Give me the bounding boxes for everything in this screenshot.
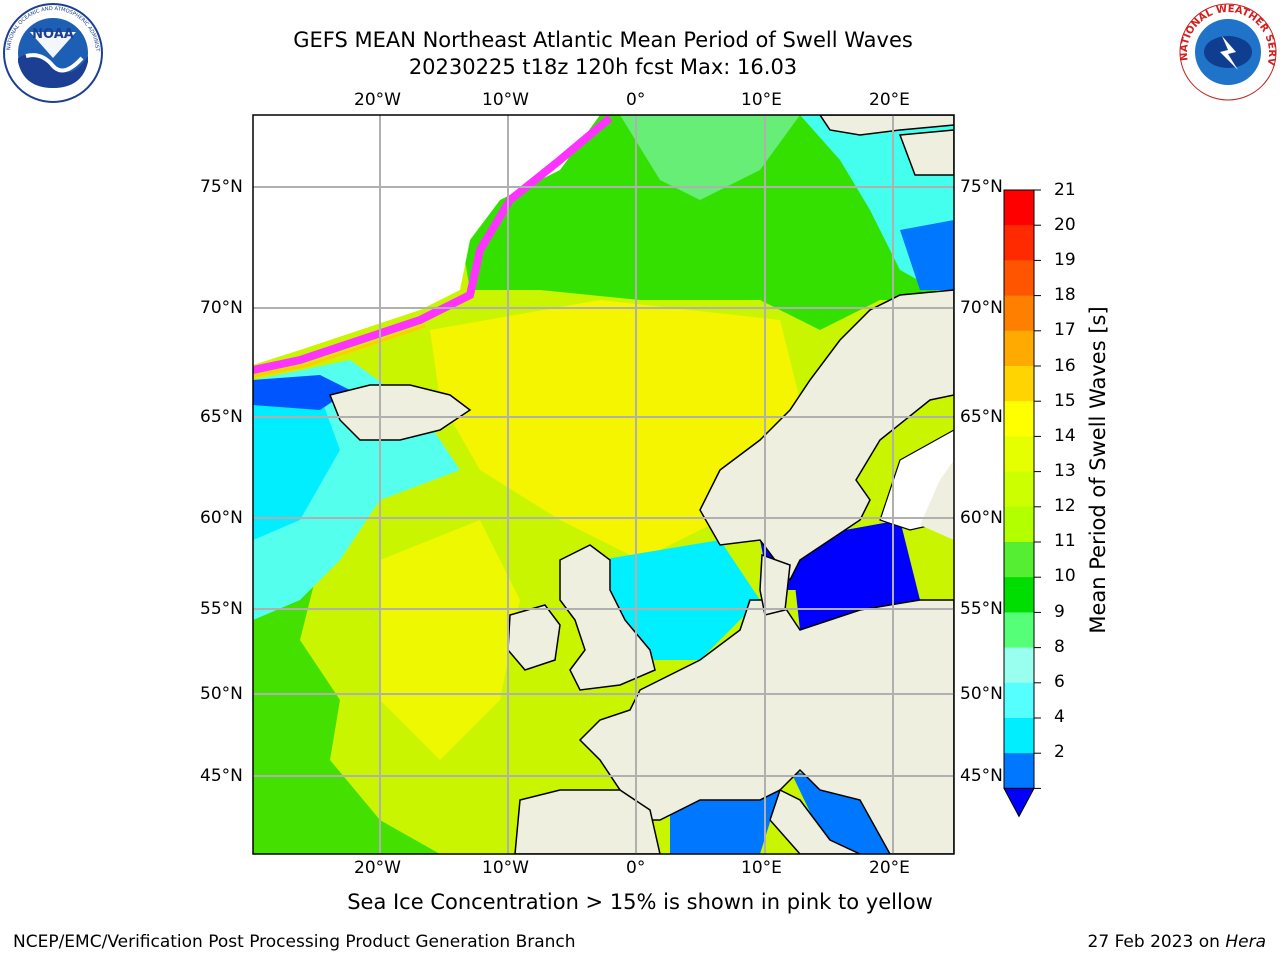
ocean-yellow-south bbox=[380, 520, 520, 760]
ocean-blue-baltic bbox=[790, 520, 920, 630]
date-text: 27 Feb 2023 on Hera bbox=[1088, 932, 1266, 952]
colorbar-tick: 18 bbox=[1054, 285, 1076, 305]
lat-label-right-55: 55°N bbox=[960, 599, 1003, 619]
colorbar-tick: 9 bbox=[1054, 602, 1065, 622]
colorbar-swatch bbox=[1004, 295, 1034, 332]
colorbar-tick: 14 bbox=[1054, 426, 1076, 446]
sea-ice-note: Sea Ice Concentration > 15% is shown in … bbox=[347, 890, 933, 914]
machine-name: Hera bbox=[1225, 932, 1266, 952]
colorbar-swatch bbox=[1004, 612, 1034, 649]
colorbar-swatch bbox=[1004, 471, 1034, 508]
iberia bbox=[514, 789, 661, 854]
colorbar bbox=[1003, 189, 1041, 818]
ocean-cyan-west2 bbox=[253, 395, 340, 540]
colorbar-tick: 21 bbox=[1054, 180, 1076, 200]
lat-label-right-70: 70°N bbox=[960, 298, 1003, 318]
lon-label-bottom-0: 0° bbox=[626, 858, 646, 878]
sea-ice-edge bbox=[253, 115, 613, 374]
colorbar-swatch bbox=[1004, 225, 1034, 261]
colorbar-tick: 11 bbox=[1054, 531, 1076, 551]
ocean-cyan-northsea bbox=[600, 540, 760, 660]
lat-label-right-65: 65°N bbox=[960, 407, 1003, 427]
noaa-logo-text: NOAA bbox=[32, 27, 74, 42]
colorbar-swatch bbox=[1004, 436, 1034, 473]
colorbar-swatch bbox=[1004, 190, 1034, 226]
chart-title: GEFS MEAN Northeast Atlantic Mean Period… bbox=[293, 28, 913, 52]
nws-logo: NATIONAL WEATHER SERVICE bbox=[1178, 2, 1277, 101]
colorbar-swatch bbox=[1004, 577, 1034, 613]
colorbar-tick: 10 bbox=[1054, 566, 1076, 586]
colorbar-tick: 16 bbox=[1054, 356, 1076, 376]
scandinavia bbox=[699, 289, 954, 582]
lon-label-top-20w: 20°W bbox=[354, 90, 401, 110]
lon-label-bottom-20e: 20°E bbox=[869, 858, 910, 878]
lon-label-top-20e: 20°E bbox=[869, 90, 910, 110]
colorbar-tick: 4 bbox=[1054, 707, 1065, 727]
europe-mainland bbox=[578, 599, 954, 854]
colorbar-swatch bbox=[1004, 647, 1034, 684]
colorbar-tick: 12 bbox=[1054, 496, 1076, 516]
lat-label-left-45: 45°N bbox=[200, 766, 243, 786]
colorbar-tick: 19 bbox=[1054, 250, 1076, 270]
colorbar-swatch bbox=[1004, 682, 1034, 719]
lon-label-bottom-20w: 20°W bbox=[354, 858, 401, 878]
lat-label-left-50: 50°N bbox=[200, 684, 243, 704]
map-frame bbox=[252, 114, 955, 855]
colorbar-tick: 6 bbox=[1054, 672, 1065, 692]
colorbar-swatch bbox=[1004, 718, 1034, 754]
colorbar-swatch bbox=[1004, 753, 1034, 789]
colorbar-label: Mean Period of Swell Waves [s] bbox=[1086, 306, 1110, 634]
ocean-blue-med bbox=[670, 790, 780, 854]
lat-label-left-70: 70°N bbox=[200, 298, 243, 318]
ireland bbox=[507, 604, 561, 671]
ocean-blue-barents bbox=[900, 220, 954, 290]
colorbar-tick: 13 bbox=[1054, 461, 1076, 481]
chart-subtitle: 20230225 t18z 120h fcst Max: 16.03 bbox=[408, 55, 798, 79]
colorbar-tick: 17 bbox=[1054, 320, 1076, 340]
colorbar-swatch bbox=[1004, 260, 1034, 297]
ocean-green-sw bbox=[253, 520, 440, 854]
graticule bbox=[253, 115, 954, 854]
greenland bbox=[253, 115, 600, 365]
date-value: 27 Feb 2023 on bbox=[1087, 932, 1226, 952]
ocean-green-north bbox=[440, 115, 954, 330]
lat-label-right-50: 50°N bbox=[960, 684, 1003, 704]
credit-text: NCEP/EMC/Verification Post Processing Pr… bbox=[13, 932, 576, 952]
denmark bbox=[759, 553, 791, 616]
colorbar-tick: 20 bbox=[1054, 215, 1076, 235]
colorbar-tick: 2 bbox=[1054, 742, 1065, 762]
colorbar-swatch bbox=[1004, 401, 1034, 437]
great-britain bbox=[559, 544, 656, 691]
lat-label-left-75: 75°N bbox=[200, 177, 243, 197]
colorbar-frame bbox=[1003, 189, 1035, 789]
ocean-blue-adriatic bbox=[790, 770, 890, 854]
lon-label-top-0: 0° bbox=[626, 90, 646, 110]
lon-label-top-10w: 10°W bbox=[482, 90, 529, 110]
lon-label-bottom-10e: 10°E bbox=[741, 858, 782, 878]
lat-label-left-65: 65°N bbox=[200, 407, 243, 427]
svalbard bbox=[819, 115, 954, 136]
noaa-logo: NOAA NATIONAL OCEANIC AND ATMOSPHERIC AD… bbox=[2, 2, 103, 103]
lat-label-right-60: 60°N bbox=[960, 508, 1003, 528]
colorbar-extend-arrow bbox=[1003, 787, 1035, 818]
lat-label-right-75: 75°N bbox=[960, 177, 1003, 197]
colorbar-swatch bbox=[1004, 330, 1034, 367]
colorbar-swatch bbox=[1004, 506, 1034, 543]
lat-label-left-55: 55°N bbox=[200, 599, 243, 619]
colorbar-swatch bbox=[1004, 366, 1034, 402]
lat-label-right-45: 45°N bbox=[960, 766, 1003, 786]
ocean-green-north2 bbox=[620, 115, 800, 200]
colorbar-tick: 8 bbox=[1054, 637, 1065, 657]
lon-label-bottom-10w: 10°W bbox=[482, 858, 529, 878]
colorbar-swatch bbox=[1004, 542, 1034, 578]
map-area bbox=[253, 115, 954, 854]
lat-label-left-60: 60°N bbox=[200, 508, 243, 528]
italy bbox=[769, 788, 861, 854]
lon-label-top-10e: 10°E bbox=[741, 90, 782, 110]
denmark-strait bbox=[253, 375, 350, 410]
iceland bbox=[328, 384, 472, 441]
colorbar-tick: 15 bbox=[1054, 391, 1076, 411]
